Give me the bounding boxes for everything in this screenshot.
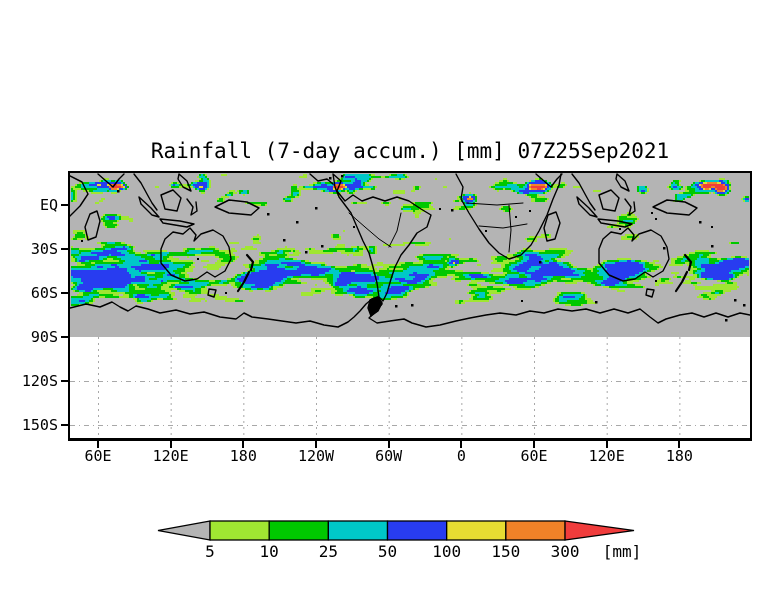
x-axis-tick: [460, 441, 463, 448]
y-axis-label: 90S: [30, 328, 58, 346]
y-axis-tick: [61, 204, 68, 206]
chart-title: Rainfall (7-day accum.) [mm] 07Z25Sep202…: [150, 139, 670, 163]
colorbar-segment: [268, 520, 329, 541]
x-axis-tick: [169, 441, 172, 448]
colorbar-segment: [327, 520, 389, 541]
x-axis-tick: [387, 441, 390, 448]
colorbar-segment: [505, 520, 566, 541]
x-axis-tick: [533, 441, 536, 448]
x-axis-tick: [242, 441, 245, 448]
y-axis-label: EQ: [39, 196, 58, 214]
y-axis-label: 120S: [21, 372, 58, 390]
y-axis-tick: [61, 248, 68, 250]
x-axis-label: 60E: [84, 447, 112, 465]
colorbar-tick-label: 5: [205, 542, 215, 561]
plot-frame: [68, 171, 752, 441]
y-axis-label: 60S: [30, 284, 58, 302]
x-axis-label: 120E: [588, 447, 625, 465]
x-axis-tick: [605, 441, 608, 448]
y-axis-tick: [61, 336, 68, 338]
y-axis-label: 150S: [21, 416, 58, 434]
colorbar-tick-label: 150: [491, 542, 521, 561]
x-axis-label: 180: [229, 447, 257, 465]
y-axis-tick: [61, 424, 68, 426]
x-axis-label: 0: [456, 447, 466, 465]
x-axis-tick: [315, 441, 317, 448]
x-axis-label: 60E: [520, 447, 548, 465]
colorbar-tick-label: 25: [318, 542, 338, 561]
colorbar-tick-label: 300: [550, 542, 580, 561]
colorbar-segment: [209, 520, 270, 541]
colorbar-segment: [386, 520, 448, 541]
y-axis-tick: [61, 380, 68, 382]
colorbar-unit-label: [mm]: [602, 542, 642, 561]
colorbar-segment: [446, 520, 507, 541]
colorbar-legend: [157, 520, 635, 541]
colorbar-tick-label: 100: [432, 542, 462, 561]
x-axis-label: 60W: [375, 447, 403, 465]
colorbar-left-arrow: [157, 520, 211, 541]
colorbar-tick-label: 50: [377, 542, 398, 561]
x-axis-label: 120E: [152, 447, 189, 465]
x-axis-tick: [97, 441, 99, 448]
x-axis-label: 120W: [297, 447, 335, 465]
x-axis-label: 180: [665, 447, 693, 465]
map-canvas: [70, 173, 750, 438]
y-axis-tick: [61, 292, 68, 294]
y-axis-label: 30S: [30, 240, 58, 258]
colorbar-right-arrow: [564, 520, 635, 541]
x-axis-tick: [678, 441, 681, 448]
colorbar-tick-label: 10: [259, 542, 279, 561]
